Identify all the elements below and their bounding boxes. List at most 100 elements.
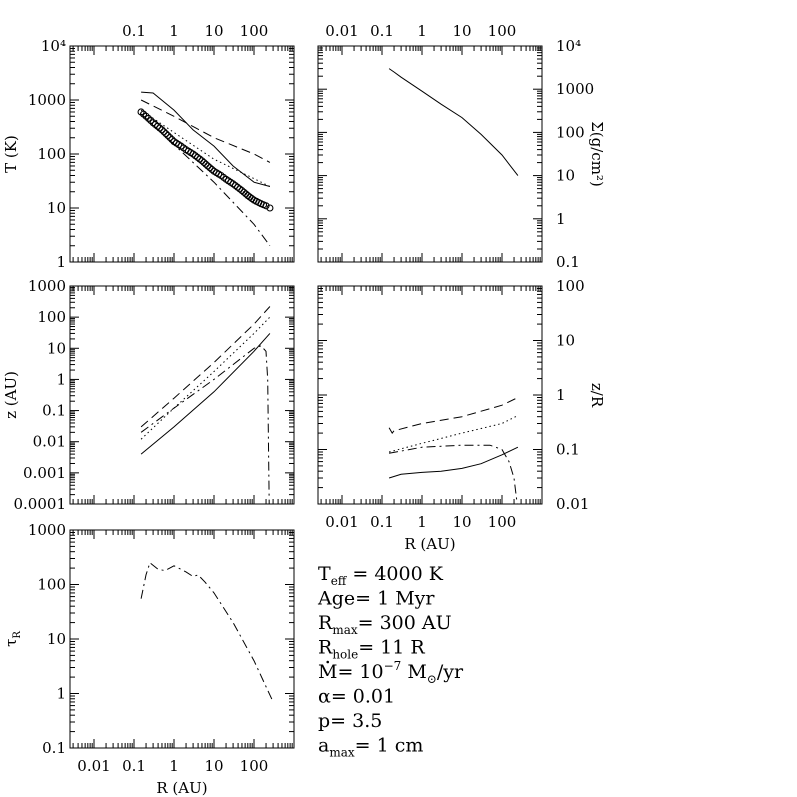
x-tick-label: 0.01 — [325, 513, 358, 531]
y-tick-label: 0.1 — [556, 253, 580, 271]
param-subscript: hole — [332, 648, 358, 662]
series-line-dotted — [140, 316, 271, 440]
x-tick-label: 1 — [169, 757, 179, 775]
y-tick-label: 10 — [47, 630, 66, 648]
data-point — [200, 158, 208, 167]
mdot-dot — [326, 660, 330, 664]
series-line-dashdot — [389, 444, 518, 505]
param-T_eff: Teff = 4000 K — [318, 563, 444, 588]
z-panel: 0.0001 0.001 0.01 0.1 1 10 100 1000 z (AU) — [2, 277, 295, 513]
param-Mdot: M= 10−7 M⊙/yr — [318, 659, 464, 686]
param-value: = 1 Myr — [355, 588, 435, 610]
y-tick-label: 0.1 — [42, 402, 66, 420]
series-line-dashdot — [140, 345, 270, 505]
data-point — [153, 122, 162, 130]
data-point — [142, 112, 150, 120]
y-tick-label: 10 — [556, 332, 575, 350]
y-tick-label: 10 — [47, 199, 66, 217]
y-tick-label: 1 — [556, 386, 566, 404]
x-tick-label: 100 — [488, 22, 517, 40]
y-axis-title: T (K) — [2, 135, 20, 173]
param-symbol: a — [318, 735, 329, 757]
x-tick-label: 100 — [240, 22, 269, 40]
data-point — [162, 130, 170, 138]
param-value: = 10 — [337, 661, 383, 683]
x-tick-label: 0.1 — [370, 513, 394, 531]
y-tick-label: 0.0001 — [14, 495, 67, 513]
tau-panel: 0.1 1 10 100 1000 0.01 0.1 1 10 100 R (AU) τR — [2, 521, 295, 797]
data-point — [166, 133, 174, 142]
x-tick-label: 10 — [204, 22, 223, 40]
y-axis-title-sub: R — [12, 631, 23, 639]
x-tick-label: 100 — [488, 513, 517, 531]
param-tail-sub: ⊙ — [427, 672, 437, 686]
x-tick-label: 0.1 — [122, 757, 146, 775]
data-point — [168, 135, 176, 144]
data-point — [149, 119, 157, 127]
param-superscript: −7 — [384, 659, 402, 673]
y-tick-label: 1 — [56, 253, 66, 271]
y-tick-label: 0.001 — [23, 464, 66, 482]
param-value: = 300 AU — [358, 612, 452, 634]
y-axis-title-main: τ — [2, 639, 20, 647]
zR-panel: 0.01 0.1 1 10 100 0.01 0.1 1 10 100 R (AU) z/R — [317, 277, 606, 553]
x-tick-label: 0.01 — [77, 757, 110, 775]
y-tick-label: 10 — [556, 167, 575, 185]
y-tick-label: 0.01 — [556, 495, 589, 513]
param-a_max: amax= 1 cm — [318, 735, 423, 760]
y-tick-label: 1000 — [28, 91, 66, 109]
series-line-dotted — [140, 109, 271, 187]
x-tick-label: 1 — [169, 22, 179, 40]
series-line-dashed — [388, 397, 519, 434]
y-tick-label: 1000 — [28, 277, 66, 295]
series-line-solid — [140, 333, 271, 455]
x-axis-title: R (AU) — [404, 535, 455, 553]
y-axis-title: z (AU) — [2, 371, 20, 419]
param-symbol: α — [318, 686, 331, 708]
series-line-solid — [388, 446, 519, 479]
y-tick-label: 100 — [37, 576, 66, 594]
data-point — [266, 204, 274, 212]
circle-series — [137, 108, 274, 212]
param-value: = 0.01 — [331, 686, 395, 708]
param-value: = 4000 K — [346, 563, 443, 585]
y-tick-label: 1 — [56, 370, 66, 388]
param-subscript: max — [329, 746, 355, 760]
x-tick-label: 100 — [240, 757, 269, 775]
y-tick-label: 100 — [556, 277, 585, 295]
param-symbol: R — [318, 612, 333, 634]
param-symbol: T — [318, 563, 331, 585]
series-line-dashdot — [140, 113, 271, 246]
param-tail: M — [401, 661, 427, 683]
y-axis-title: τR — [2, 631, 23, 647]
param-R_max: Rmax= 300 AU — [318, 612, 452, 637]
data-point — [198, 157, 206, 165]
x-tick-label: 1 — [417, 22, 427, 40]
param-symbol: R — [318, 637, 333, 659]
param-symbol: p — [318, 710, 330, 732]
y-tick-label: 1000 — [28, 521, 66, 539]
param-R_hole: Rhole= 11 R — [318, 637, 425, 662]
y-axis-title: Σ(g/cm²) — [588, 121, 606, 187]
param-value: = 11 R — [358, 637, 425, 659]
data-point — [164, 131, 172, 140]
x-tick-label: 10 — [452, 22, 471, 40]
data-point — [151, 120, 159, 129]
data-point — [158, 126, 166, 134]
series-line-solid — [388, 68, 519, 176]
plot-frame — [317, 285, 543, 505]
x-tick-label: 0.1 — [370, 22, 394, 40]
param-tail2: /yr — [437, 661, 464, 683]
param-p: p= 3.5 — [318, 710, 382, 732]
plot-frame — [69, 529, 295, 749]
series-line-dashed — [140, 306, 271, 428]
data-point — [262, 202, 270, 210]
y-tick-label: 10⁴ — [556, 37, 581, 55]
data-point — [160, 128, 168, 136]
y-tick-label: 100 — [37, 145, 66, 163]
data-point — [206, 164, 214, 172]
y-axis-title: z/R — [588, 383, 606, 408]
data-point — [156, 124, 164, 132]
param-alpha: α= 0.01 — [318, 686, 395, 708]
